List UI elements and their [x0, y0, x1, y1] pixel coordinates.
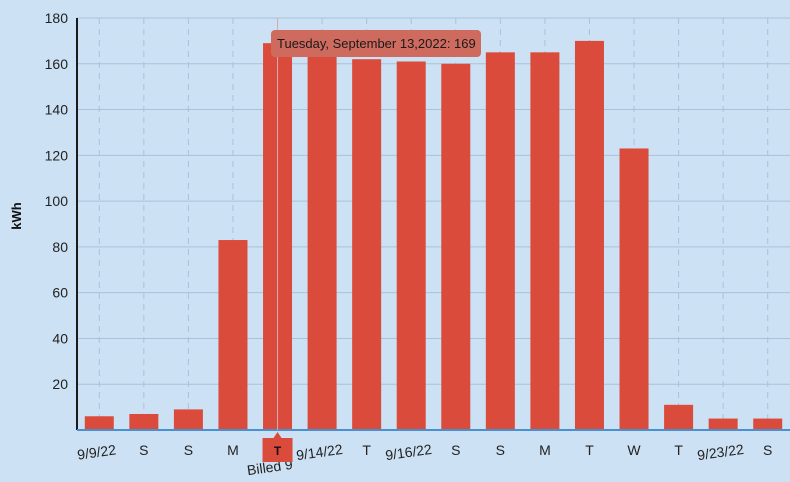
billing-marker-arrow: [273, 432, 282, 438]
y-tick-labels: 20 40 60 80 100 120 140 160 180: [45, 10, 69, 392]
x-tick-label: S: [451, 442, 460, 458]
y-axis-label: kWh: [9, 202, 24, 230]
gridlines: [77, 17, 790, 430]
y-tick-label: 140: [45, 102, 69, 118]
bar[interactable]: [173, 409, 203, 430]
bar[interactable]: [129, 413, 159, 430]
bar[interactable]: [753, 418, 783, 430]
x-tick-label: 9/9/22: [76, 441, 117, 462]
x-tick-label: 9/16/22: [384, 441, 433, 463]
tooltip-pointer: [271, 38, 279, 50]
y-tick-label: 20: [52, 376, 68, 392]
billing-marker-label: T: [274, 444, 282, 458]
bar[interactable]: [441, 63, 471, 431]
x-tick-label: S: [139, 442, 148, 458]
bars: [84, 40, 783, 431]
y-tick-label: 100: [45, 193, 69, 209]
bar[interactable]: [307, 52, 337, 430]
bar[interactable]: [84, 416, 114, 430]
x-tick-label: T: [674, 442, 683, 458]
x-tick-label: M: [539, 442, 551, 458]
axes: [76, 18, 790, 431]
x-tick-labels: 9/9/22 S S M 9/14/22 T 9/16/22 S S M T W T 9/23/22 S: [76, 441, 772, 463]
tooltip: Tuesday, September 13,2022: 169: [271, 18, 481, 430]
billing-marker[interactable]: Billed 9T: [246, 432, 294, 478]
x-tick-label: S: [496, 442, 505, 458]
tooltip-text: Tuesday, September 13,2022: 169: [277, 36, 476, 51]
x-tick-label: T: [585, 442, 594, 458]
bar[interactable]: [485, 52, 515, 430]
bar[interactable]: [352, 59, 382, 430]
x-tick-label: 9/23/22: [696, 441, 745, 463]
y-tick-label: 40: [52, 330, 68, 346]
y-tick-label: 120: [45, 147, 69, 163]
x-tick-label: W: [627, 442, 641, 458]
y-tick-label: 80: [52, 239, 68, 255]
x-tick-label: S: [184, 442, 193, 458]
y-tick-label: 60: [52, 285, 68, 301]
y-tick-label: 160: [45, 56, 69, 72]
x-tick-label: T: [362, 442, 371, 458]
x-tick-label: 9/14/22: [295, 441, 344, 463]
x-tick-label: S: [763, 442, 772, 458]
y-tick-label: 180: [45, 10, 69, 26]
tooltip-box: [271, 30, 481, 57]
bar[interactable]: [619, 148, 649, 430]
billing-marker-box[interactable]: [262, 438, 293, 462]
bar[interactable]: [530, 52, 560, 430]
bar[interactable]: [664, 404, 694, 430]
bar[interactable]: [708, 418, 738, 430]
bar[interactable]: [218, 240, 248, 430]
bar[interactable]: [574, 40, 604, 431]
bar[interactable]: [396, 61, 426, 430]
x-tick-label: M: [227, 442, 239, 458]
